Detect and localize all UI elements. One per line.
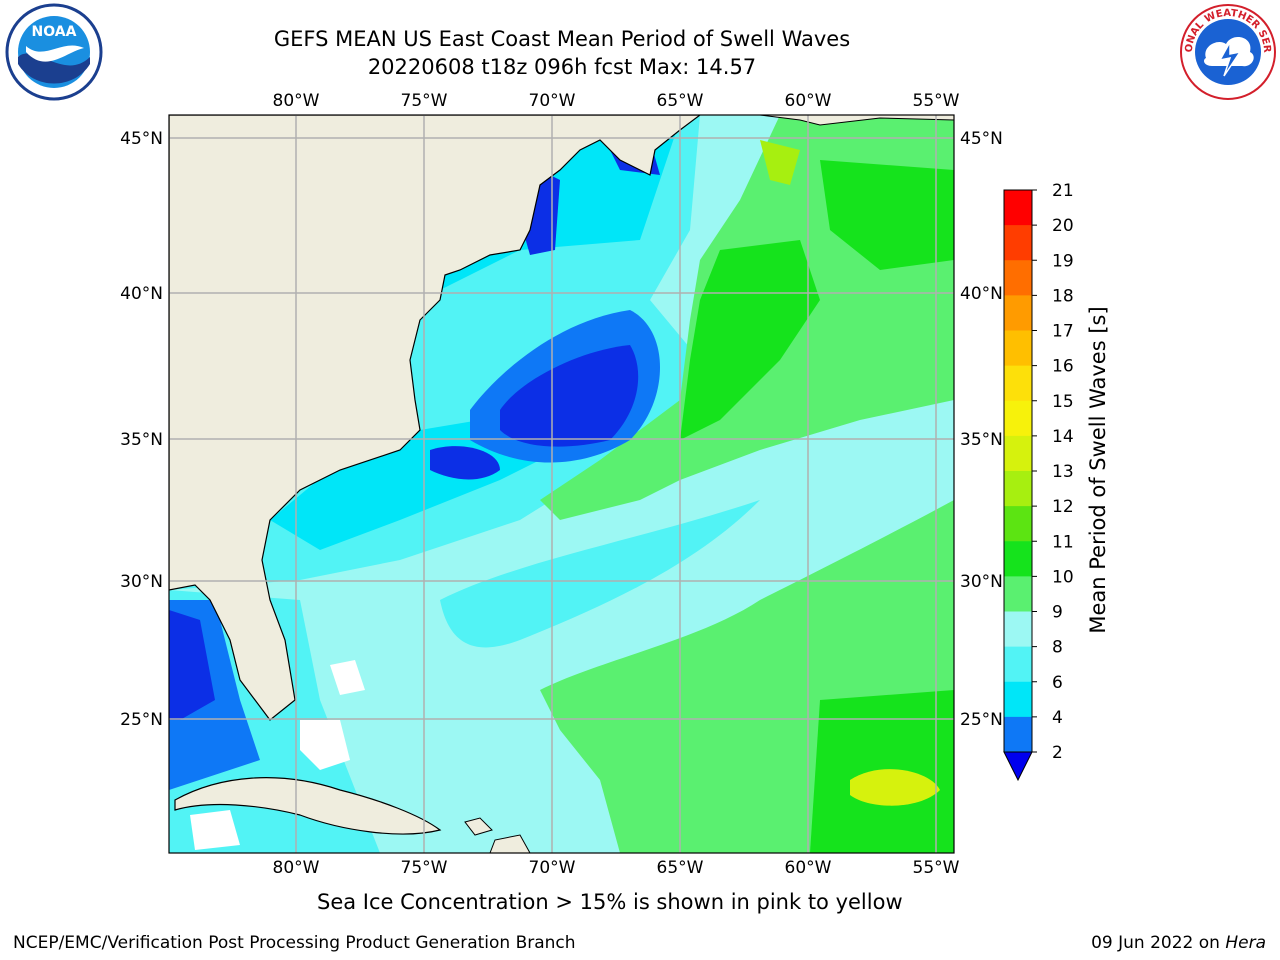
- map-frame: [168, 114, 955, 854]
- colorbar-segment: [1004, 400, 1032, 437]
- swell-band-10-11: [680, 240, 820, 440]
- colorbar-segment: [1004, 471, 1032, 507]
- chart-title: GEFS MEAN US East Coast Mean Period of S…: [273, 27, 851, 51]
- cuba-land: [174, 777, 442, 835]
- lon-label-top: 55°W: [913, 91, 960, 111]
- colorbar-tick-label: 17: [1052, 322, 1074, 342]
- lon-label-top: 75°W: [401, 91, 448, 111]
- colorbar-segment: [1004, 576, 1032, 612]
- colorbar-segment: [1004, 541, 1032, 577]
- lon-label-top: 65°W: [657, 91, 704, 111]
- swell-band-14-15: [850, 769, 940, 806]
- colorbar-tick-label: 8: [1052, 638, 1063, 658]
- colorbar-segment: [1004, 365, 1032, 402]
- map-area: [169, 115, 954, 853]
- colorbar-tick-label: 21: [1052, 181, 1074, 201]
- noaa-logo: NOAA: [5, 3, 103, 101]
- no-data-patch: [330, 660, 365, 695]
- colorbar-segment: [1004, 611, 1032, 648]
- swell-band-under-gulf: [169, 610, 215, 720]
- colorbar-segment: [1004, 260, 1032, 296]
- colorbar-tick-label: 4: [1052, 708, 1063, 728]
- colorbar-segment: [1004, 295, 1032, 331]
- colorbar-segment: [1004, 330, 1032, 367]
- colorbar-tick-label: 14: [1052, 427, 1074, 447]
- lon-label-top: 70°W: [529, 91, 576, 111]
- colorbar-under-arrow: [1003, 751, 1033, 782]
- colorbar-tick-label: 10: [1052, 567, 1074, 587]
- colorbar-tick-label: 6: [1052, 673, 1063, 693]
- map-gridlines: [169, 115, 954, 853]
- colorbar-segment: [1004, 716, 1032, 753]
- colorbar-tick-label: 2: [1052, 743, 1063, 763]
- colorbar-tick-label: 11: [1052, 532, 1074, 552]
- swell-band-under-central: [500, 345, 639, 447]
- noaa-logo-text: NOAA: [32, 24, 77, 40]
- lon-label-bottom: 55°W: [913, 858, 960, 878]
- lat-label-right: 45°N: [960, 129, 1003, 149]
- lat-label-right: 35°N: [960, 430, 1003, 450]
- no-data-patch: [190, 810, 240, 850]
- lat-label-left: 35°N: [120, 430, 163, 450]
- lat-label-right: 25°N: [960, 710, 1003, 730]
- colorbar-segment: [1004, 435, 1032, 472]
- lat-label-right: 40°N: [960, 284, 1003, 304]
- footer-machine: Hera: [1225, 933, 1266, 953]
- island-land: [464, 817, 493, 836]
- hispaniola-land: [489, 834, 531, 853]
- lon-label-bottom: 75°W: [401, 858, 448, 878]
- footer-date-text: 09 Jun 2022 on: [1091, 933, 1226, 953]
- colorbar-tick-label: 15: [1052, 392, 1074, 412]
- lon-label-top: 60°W: [785, 91, 832, 111]
- swell-band-under-south: [430, 446, 500, 480]
- colorbar-segment: [1004, 506, 1032, 542]
- lon-label-bottom: 65°W: [657, 858, 704, 878]
- swell-band-12-13: [760, 140, 800, 185]
- swell-band-4-6-coast: [270, 420, 560, 550]
- us-east-coast-land: [169, 115, 701, 721]
- colorbar: 2 4 6 8 9 10 11 12 13 14 15 16 17 18 19 20 21: [1003, 181, 1074, 782]
- colorbar-tick-label: 12: [1052, 497, 1074, 517]
- lat-label-left: 40°N: [120, 284, 163, 304]
- lat-label-left: 25°N: [120, 710, 163, 730]
- nws-logo: NATIONAL WEATHER SERVICE: [1178, 2, 1276, 100]
- chart-subtitle: 20220608 t18z 096h fcst Max: 14.57: [367, 55, 757, 79]
- colorbar-label: Mean Period of Swell Waves [s]: [1086, 306, 1110, 633]
- lat-label-left: 30°N: [120, 572, 163, 592]
- footer-branch: NCEP/EMC/Verification Post Processing Pr…: [13, 933, 576, 953]
- lat-label-right: 30°N: [960, 572, 1003, 592]
- swell-band-under-ne: [520, 170, 560, 255]
- footer-date: 09 Jun 2022 on Hera: [1091, 933, 1266, 953]
- lon-label-bottom: 80°W: [273, 858, 320, 878]
- lon-label-bottom: 60°W: [785, 858, 832, 878]
- sea-ice-note: Sea Ice Concentration > 15% is shown in …: [317, 890, 903, 914]
- colorbar-tick-label: 13: [1052, 462, 1074, 482]
- swell-band-10-11-ne: [820, 160, 954, 270]
- colorbar-segment: [1004, 681, 1032, 718]
- lon-label-bottom: 70°W: [529, 858, 576, 878]
- colorbar-tick-label: 16: [1052, 357, 1074, 377]
- colorbar-segment: [1004, 225, 1032, 261]
- colorbar-segment: [1004, 190, 1032, 226]
- no-data-patch: [300, 720, 350, 770]
- colorbar-segment: [1004, 646, 1032, 683]
- colorbar-tick-label: 19: [1052, 251, 1074, 271]
- colorbar-tick-label: 20: [1052, 216, 1074, 236]
- lat-label-left: 45°N: [120, 129, 163, 149]
- lon-label-top: 80°W: [273, 91, 320, 111]
- colorbar-tick-label: 9: [1052, 603, 1063, 623]
- colorbar-tick-label: 18: [1052, 286, 1074, 306]
